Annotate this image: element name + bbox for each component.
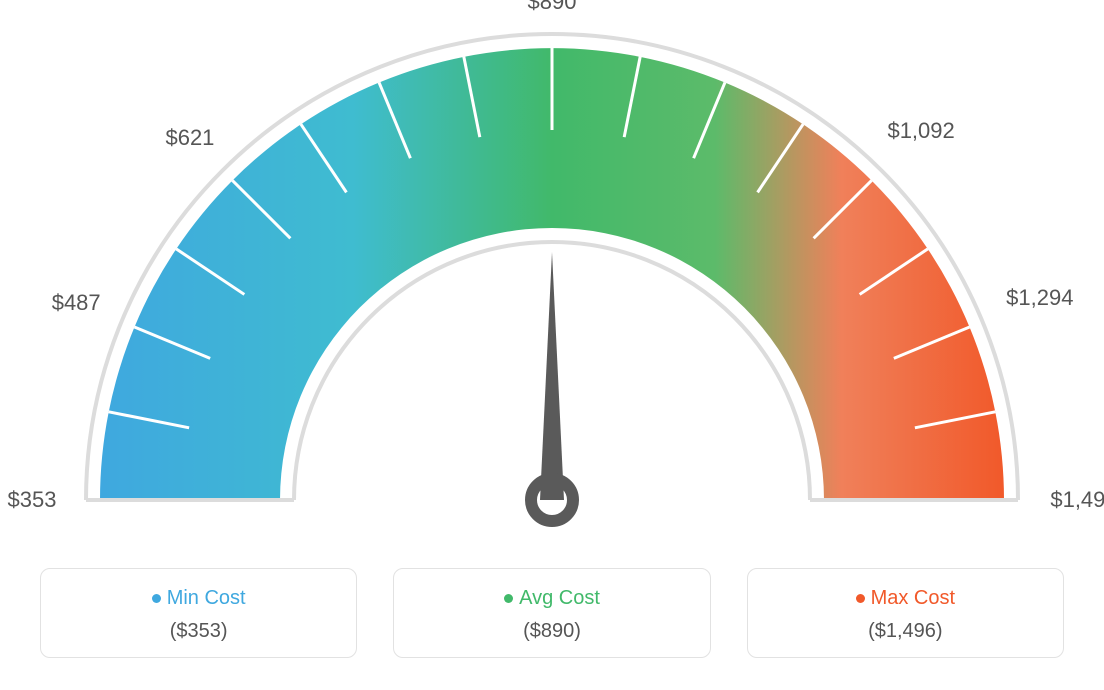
gauge-tick-label: $1,294 — [1006, 285, 1073, 311]
dot-icon — [856, 594, 865, 603]
legend-card-min: Min Cost ($353) — [40, 568, 357, 658]
dot-icon — [504, 594, 513, 603]
legend-card-max: Max Cost ($1,496) — [747, 568, 1064, 658]
gauge-tick-label: $1,496 — [1050, 487, 1104, 513]
gauge-tick-label: $621 — [165, 125, 214, 151]
legend-title-text: Avg Cost — [519, 587, 600, 609]
legend-value-max: ($1,496) — [758, 620, 1053, 643]
gauge-svg — [0, 0, 1104, 560]
legend-title-max: Max Cost — [758, 587, 1053, 610]
gauge-tick-label: $1,092 — [887, 118, 954, 144]
legend-card-avg: Avg Cost ($890) — [393, 568, 710, 658]
dot-icon — [152, 594, 161, 603]
legend-title-text: Max Cost — [871, 587, 955, 609]
legend-value-avg: ($890) — [404, 620, 699, 643]
legend-row: Min Cost ($353) Avg Cost ($890) Max Cost… — [0, 568, 1104, 658]
legend-title-text: Min Cost — [167, 587, 246, 609]
legend-title-min: Min Cost — [51, 587, 346, 610]
gauge-chart: $353 $487 $621 $890 $1,092 $1,294 $1,496 — [0, 0, 1104, 560]
gauge-tick-label: $890 — [528, 0, 577, 15]
legend-value-min: ($353) — [51, 620, 346, 643]
gauge-tick-label: $353 — [8, 487, 57, 513]
gauge-tick-label: $487 — [52, 290, 101, 316]
legend-title-avg: Avg Cost — [404, 587, 699, 610]
